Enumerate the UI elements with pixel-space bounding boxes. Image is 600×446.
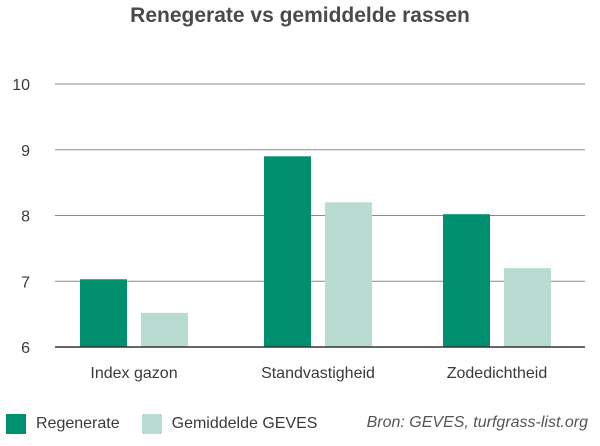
source-note: Bron: GEVES, turfgrass-list.org: [366, 414, 588, 431]
y-tick-label: 9: [21, 143, 30, 160]
legend: Regenerate Gemiddelde GEVES: [6, 412, 339, 436]
legend-label-regenerate: Regenerate: [36, 415, 120, 432]
bar-geves-0: [141, 312, 188, 347]
x-tick-label: Standvastigheid: [261, 365, 375, 382]
legend-swatch-geves: [141, 414, 162, 434]
y-tick-label: 6: [21, 340, 30, 357]
chart-title: Renegerate vs gemiddelde rassen: [130, 4, 470, 27]
bar-regenerate-0: [80, 279, 127, 347]
y-tick-label: 7: [21, 274, 30, 291]
bar-geves-1: [325, 202, 372, 347]
legend-item-geves: Gemiddelde GEVES: [141, 414, 318, 434]
bar-chart: 6 7 8 9 10 Index gazon Standvastigheid Zodedich…: [12, 77, 585, 382]
legend-item-regenerate: Regenerate: [6, 414, 120, 434]
x-tick-label: Zodedichtheid: [447, 365, 548, 382]
y-tick-label: 10: [12, 77, 30, 94]
legend-swatch-regenerate: [6, 414, 26, 434]
legend-label-geves: Gemiddelde GEVES: [171, 415, 318, 432]
x-tick-label: Index gazon: [90, 365, 177, 382]
y-tick-label: 8: [21, 209, 30, 226]
bar-regenerate-1: [264, 156, 311, 347]
bar-geves-2: [504, 268, 551, 347]
bar-regenerate-2: [443, 214, 490, 347]
